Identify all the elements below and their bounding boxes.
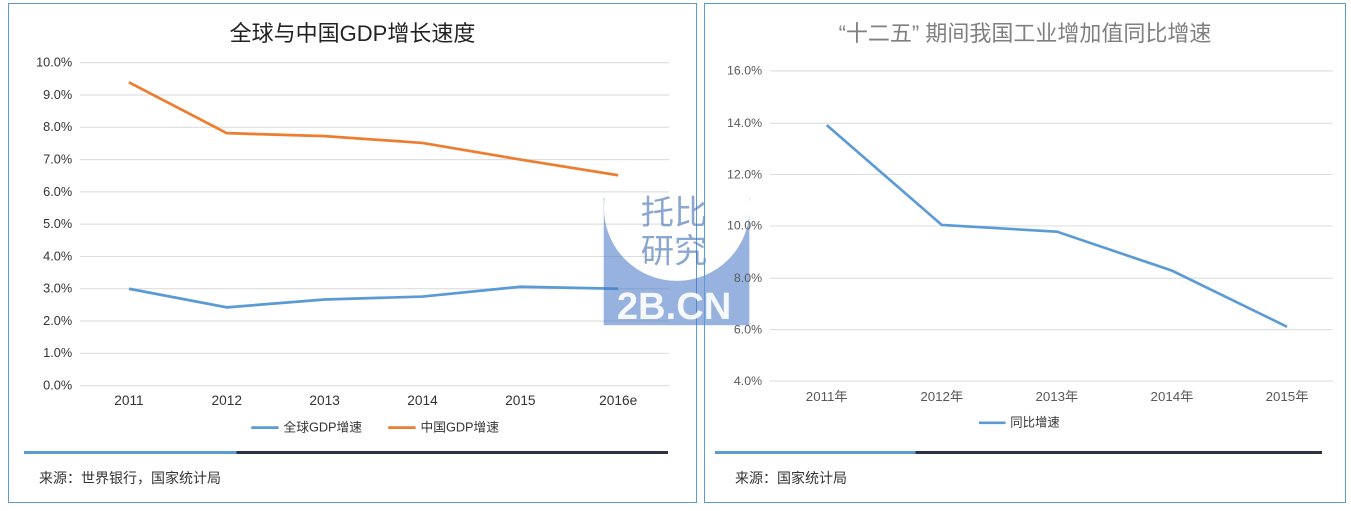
svg-text:9.0%: 9.0%	[43, 87, 72, 102]
svg-text:2013: 2013	[309, 393, 340, 408]
svg-text:中国GDP增速: 中国GDP增速	[421, 420, 500, 435]
svg-text:10.0%: 10.0%	[727, 219, 762, 233]
svg-text:6.0%: 6.0%	[43, 184, 72, 199]
svg-text:2.0%: 2.0%	[43, 313, 72, 328]
svg-text:2015年: 2015年	[1266, 389, 1309, 404]
svg-text:2016e: 2016e	[599, 393, 637, 408]
svg-text:1.0%: 1.0%	[43, 345, 72, 360]
svg-text:5.0%: 5.0%	[43, 216, 72, 231]
svg-text:10.0%: 10.0%	[36, 55, 72, 70]
svg-text:2013年: 2013年	[1035, 389, 1078, 404]
svg-text:14.0%: 14.0%	[727, 116, 762, 130]
svg-text:8.0%: 8.0%	[43, 119, 72, 134]
svg-text:16.0%: 16.0%	[727, 64, 762, 78]
svg-text:3.0%: 3.0%	[43, 281, 72, 296]
svg-text:2015: 2015	[505, 393, 536, 408]
svg-text:4.0%: 4.0%	[734, 374, 762, 388]
svg-text:2014: 2014	[407, 393, 438, 408]
svg-text:2012年: 2012年	[920, 389, 963, 404]
svg-text:8.0%: 8.0%	[734, 271, 762, 285]
svg-text:0.0%: 0.0%	[43, 378, 72, 393]
svg-text:同比增速: 同比增速	[1010, 415, 1059, 430]
svg-text:2011: 2011	[114, 393, 143, 408]
svg-text:4.0%: 4.0%	[43, 248, 72, 263]
svg-text:全球GDP增速: 全球GDP增速	[284, 420, 363, 435]
svg-text:7.0%: 7.0%	[43, 151, 72, 166]
svg-text:2011年: 2011年	[806, 389, 848, 404]
svg-text:2014年: 2014年	[1151, 389, 1194, 404]
svg-text:6.0%: 6.0%	[734, 322, 762, 336]
svg-text:12.0%: 12.0%	[727, 167, 762, 181]
svg-text:2012: 2012	[212, 393, 242, 408]
